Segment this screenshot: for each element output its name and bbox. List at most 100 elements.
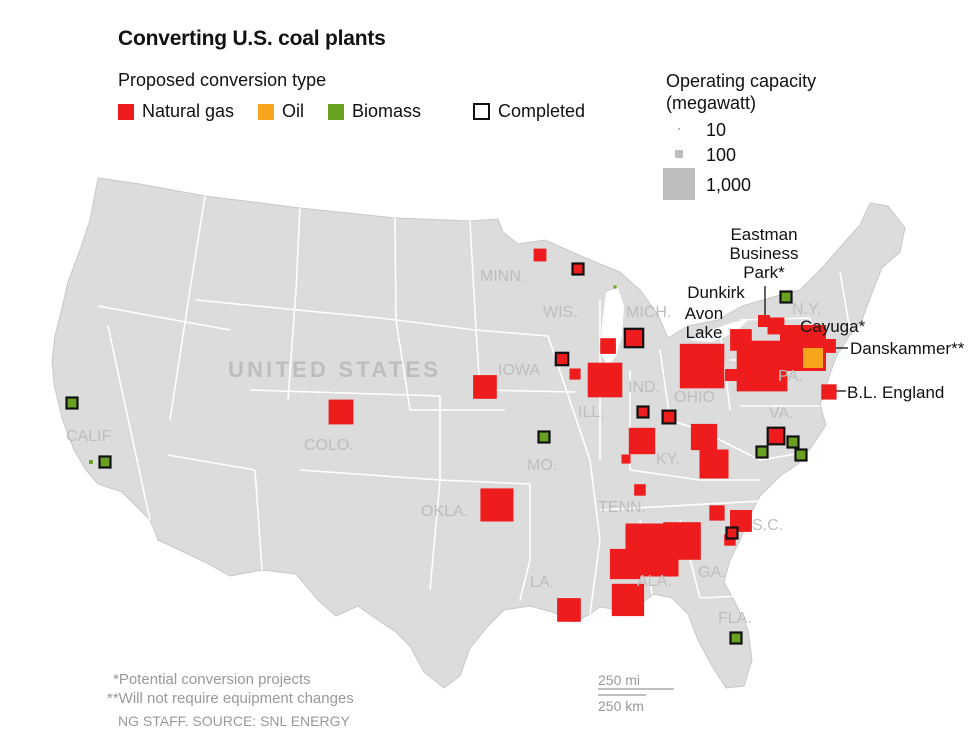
plant-marker-biomass-completed — [729, 631, 743, 645]
plant-marker-gas-completed — [636, 405, 650, 419]
plant-marker-gas — [635, 533, 669, 567]
plant-marker-gas-completed — [725, 526, 739, 540]
capacity-swatch-1000 — [663, 168, 695, 200]
oil-swatch — [258, 103, 274, 120]
biomass-swatch — [328, 103, 344, 120]
legend-item-oil: Oil — [258, 101, 304, 122]
capacity-label-100: 100 — [706, 145, 737, 165]
plant-markers — [65, 248, 837, 645]
plant-marker-gas — [663, 522, 701, 560]
plant-marker-gas — [628, 427, 656, 455]
completed-swatch — [473, 103, 490, 120]
avon-lake-label-line1: Avon — [685, 304, 723, 323]
capacity-swatch-100 — [675, 150, 683, 158]
plant-marker-gas — [821, 384, 837, 400]
plant-marker-gas-completed — [661, 409, 677, 425]
plant-marker-gas-completed — [766, 426, 786, 446]
plant-marker-biomass-completed — [65, 396, 79, 410]
state-label-ill: ILL. — [578, 404, 605, 421]
state-label-va: VA. — [769, 405, 794, 422]
dunkirk-label: Dunkirk — [687, 283, 745, 302]
plant-marker-gas — [637, 488, 641, 492]
scale-bar — [598, 688, 674, 696]
plant-marker-biomass-completed — [537, 430, 551, 444]
state-label-ny: N.Y. — [792, 301, 821, 318]
scale-label-km: 250 km — [598, 698, 644, 714]
legend-item-natural-gas: Natural gas — [118, 101, 234, 122]
state-label-minn: MINN. — [480, 268, 525, 285]
plant-marker-biomass — [613, 285, 617, 289]
plant-marker-gas-completed — [623, 327, 645, 349]
plant-marker-gas — [822, 339, 836, 353]
plant-marker-gas-completed — [571, 262, 585, 276]
state-label-okla: OKLA. — [421, 503, 468, 520]
plant-marker-gas — [760, 316, 770, 326]
plant-marker-gas — [730, 329, 752, 351]
footnote-potential: *Potential conversion projects — [113, 671, 311, 688]
eastman-label-line1: Eastman — [730, 225, 797, 244]
state-label-mo: MO. — [527, 457, 557, 474]
legend-label-biomass: Biomass — [352, 101, 422, 121]
plant-marker-gas — [557, 598, 581, 622]
plant-marker-biomass-completed — [794, 448, 808, 462]
state-label-ky: KY. — [656, 451, 680, 468]
plant-marker-biomass-completed — [779, 290, 793, 304]
state-label-iowa: IOWA — [498, 362, 540, 379]
plant-marker-gas — [725, 369, 737, 381]
capacity-label-10: 10 — [706, 120, 727, 140]
bl-england-label: B.L. England — [847, 383, 944, 402]
capacity-heading: Operating capacity (megawatt) — [666, 70, 816, 114]
cayuga-label: Cayuga* — [800, 317, 866, 336]
state-label-ala: ALA. — [637, 573, 672, 590]
plant-marker-gas — [616, 555, 636, 575]
state-label-la: LA. — [530, 574, 554, 591]
state-label-calif: CALIF. — [66, 428, 114, 445]
us-landmass — [51, 177, 906, 689]
scale-label-miles: 250 mi — [598, 672, 641, 688]
plant-marker-gas — [699, 449, 729, 479]
plant-marker-gas — [621, 454, 631, 464]
capacity-heading-line1: Operating capacity — [666, 71, 817, 91]
footnote-no-equipment: **Will not require equipment changes — [107, 690, 354, 707]
plant-marker-biomass-completed — [755, 445, 769, 459]
danskammer-label: Danskammer** — [850, 339, 965, 358]
legend-item-biomass: Biomass — [328, 101, 421, 122]
state-label-tenn: TENN. — [598, 499, 646, 516]
lake-erie — [690, 320, 748, 342]
plant-marker-gas-completed — [554, 351, 570, 367]
legend-heading: Proposed conversion type — [118, 70, 327, 90]
plant-marker-gas — [473, 375, 497, 399]
plant-marker-gas — [480, 488, 514, 522]
plant-marker-gas — [533, 248, 547, 262]
plant-marker-gas — [679, 343, 725, 389]
natural-gas-swatch — [118, 103, 134, 120]
state-label-mich: MICH. — [626, 304, 671, 321]
state-label-ga: GA. — [698, 564, 726, 581]
state-label-ind: IND. — [628, 379, 660, 396]
plant-marker-biomass — [89, 460, 93, 464]
capacity-swatch-10 — [678, 128, 680, 130]
state-label-ohio: OHIO — [674, 389, 715, 406]
plant-marker-oil — [803, 348, 823, 368]
plant-marker-biomass-completed — [786, 435, 800, 449]
plant-marker-gas — [328, 399, 354, 425]
state-label-wis: WIS. — [543, 304, 578, 321]
state-borders — [97, 195, 851, 615]
capacity-heading-line2: (megawatt) — [666, 93, 757, 113]
legend-item-completed: Completed — [473, 101, 585, 122]
plant-marker-gas — [600, 338, 616, 354]
plant-marker-gas — [569, 368, 581, 380]
eastman-label-line3: Park* — [743, 263, 785, 282]
capacity-label-1000: 1,000 — [706, 175, 752, 195]
plant-marker-gas — [587, 362, 623, 398]
source-credit: NG STAFF. SOURCE: SNL ENERGY — [118, 713, 350, 729]
plant-marker-gas — [611, 583, 645, 617]
legend-label-natural-gas: Natural gas — [142, 101, 235, 121]
avon-lake-label-line2: Lake — [686, 323, 723, 342]
state-label-pa: PA. — [778, 368, 803, 385]
eastman-label-line2: Business — [730, 244, 799, 263]
plant-marker-biomass-completed — [98, 455, 112, 469]
legend-label-oil: Oil — [282, 101, 304, 121]
